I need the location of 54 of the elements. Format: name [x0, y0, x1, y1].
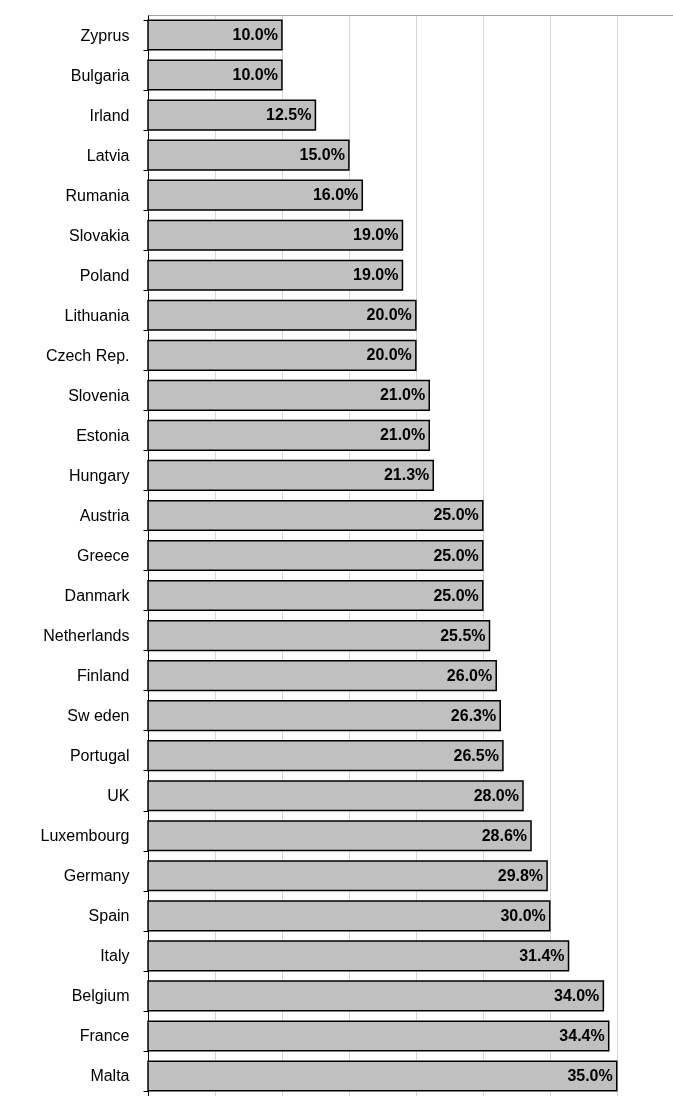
y-tick-label: Luxembourg — [40, 827, 130, 845]
data-label: 21.0% — [379, 386, 426, 404]
y-tick-label: Austria — [79, 506, 130, 524]
data-label: 35.0% — [567, 1066, 613, 1084]
data-label: 30.0% — [500, 906, 546, 924]
data-label: 25.0% — [433, 506, 479, 524]
y-tick-label: Czech Rep. — [45, 346, 130, 364]
y-tick-label: Poland — [79, 266, 130, 284]
data-label: 26.5% — [453, 746, 499, 764]
data-label: 26.3% — [450, 706, 497, 724]
y-tick-label: Zyprus — [80, 26, 130, 44]
y-tick-label: Latvia — [86, 146, 130, 164]
y-tick-label: France — [79, 1027, 130, 1045]
data-label: 21.0% — [379, 426, 426, 444]
y-tick-label: Germany — [63, 867, 130, 885]
data-label: 20.0% — [366, 306, 412, 324]
data-label: 10.0% — [232, 66, 278, 84]
data-label: 16.0% — [312, 186, 359, 204]
data-label: 15.0% — [299, 146, 345, 164]
data-label: 19.0% — [353, 266, 399, 284]
y-tick-label: Slovakia — [69, 226, 130, 244]
data-label: 12.5% — [266, 106, 312, 124]
y-tick-label: Netherlands — [43, 627, 130, 645]
data-label: 28.0% — [473, 786, 519, 804]
data-label: 25.0% — [433, 546, 479, 564]
y-tick-label: Slovenia — [68, 386, 130, 404]
y-tick-label: Belgium — [71, 987, 130, 1005]
data-label: 28.6% — [481, 826, 528, 844]
y-tick-label: Greece — [77, 547, 130, 564]
y-tick-label: Italy — [100, 947, 130, 965]
data-label: 25.5% — [440, 626, 486, 644]
y-tick-label: Finland — [77, 667, 130, 685]
y-tick-label: Spain — [88, 907, 130, 925]
data-label: 31.4% — [519, 946, 565, 964]
y-tick-label: Rumania — [65, 186, 130, 204]
y-tick-label: Portugal — [69, 747, 130, 765]
data-label: 20.0% — [366, 346, 412, 364]
y-tick-label: Malta — [90, 1067, 130, 1085]
data-label: 25.0% — [433, 586, 479, 604]
y-tick-label: Lithuania — [64, 306, 130, 324]
y-tick-label: Hungary — [69, 466, 130, 484]
y-tick-label: Estonia — [76, 426, 130, 444]
data-label: 10.0% — [232, 26, 278, 44]
data-label: 21.3% — [383, 466, 430, 484]
y-tick-label: Danmark — [64, 587, 131, 605]
data-label: 29.8% — [497, 866, 544, 884]
data-label: 26.0% — [446, 666, 493, 684]
data-label: 34.0% — [553, 986, 600, 1004]
y-tick-label: Bulgaria — [70, 66, 130, 84]
y-tick-label: Irland — [89, 106, 130, 124]
y-tick-label: Sw eden — [67, 707, 130, 725]
data-label: 19.0% — [353, 226, 399, 244]
data-label: 34.4% — [559, 1026, 605, 1044]
y-tick-label: UK — [107, 787, 130, 805]
